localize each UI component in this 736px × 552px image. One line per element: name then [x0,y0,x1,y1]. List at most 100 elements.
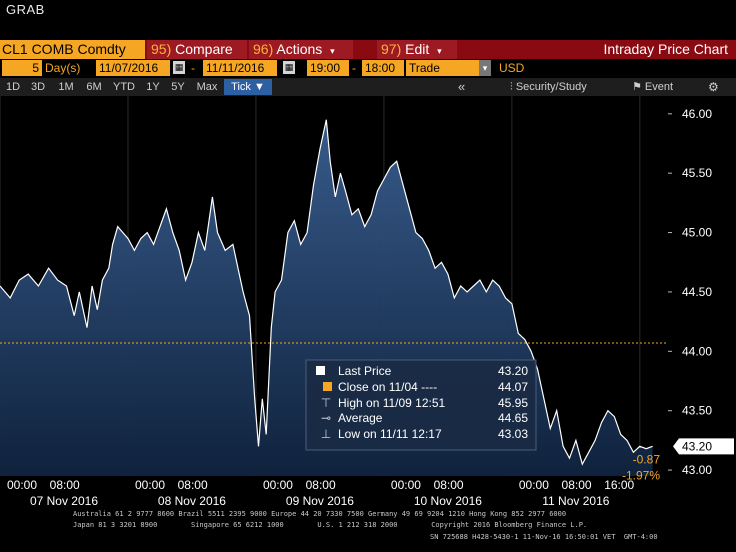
actions-button[interactable]: 96) Actions ▾ [249,40,353,59]
field-select-value: Trade [409,61,440,75]
period-ytd-button[interactable]: YTD [113,81,135,93]
y-tick-label: 45.50 [682,166,712,180]
y-tick-label: 44.50 [682,285,712,299]
footer-line-1: Australia 61 2 9777 8600 Brazil 5511 239… [73,510,567,518]
actions-number: 96) [253,41,274,57]
legend-low-value: 43.03 [498,427,528,441]
collapse-icon[interactable]: « [458,79,466,94]
edit-number: 97) [381,41,402,57]
change-percent: -1.97% [622,468,660,482]
x-time-label: 00:00 [263,478,293,492]
period-5y-button[interactable]: 5Y [171,81,185,93]
end-time-input[interactable]: 18:00 [362,60,404,76]
period-max-button[interactable]: Max [196,81,218,93]
currency-label[interactable]: USD [499,61,525,75]
footer-line-3: SN 725688 H428-5430-1 11-Nov-16 16:50:01… [430,533,658,541]
field-select[interactable]: Trade ▾ [406,60,491,76]
time-separator: - [352,61,356,75]
x-date-label: 11 Nov 2016 [542,494,609,506]
chevron-down-icon: ▾ [437,46,442,56]
price-chart[interactable]: 46.00 45.50 45.00 44.50 44.00 43.50 43.00 00:0… [0,96,736,506]
flag-icon: ⚑ [632,81,645,93]
period-tick-label: Tick [231,81,251,93]
x-time-label: 00:00 [519,478,549,492]
last-price-tag: 43.20 [673,438,734,455]
date-separator: - [191,61,195,75]
x-date-label: 10 Nov 2016 [414,494,482,506]
compare-number: 95) [151,41,172,57]
x-axis: 00:00 08:00 00:00 08:00 00:00 08:00 00:00 08:00… [7,478,635,506]
x-time-label: 16:00 [604,478,634,492]
gear-icon[interactable]: ⚙ [708,80,719,94]
x-date-label: 07 Nov 2016 [30,494,98,506]
actions-label: Actions [276,41,323,57]
footer-line-2: Japan 81 3 3201 8900 Singapore 65 6212 1… [73,521,588,529]
close-swatch [323,382,332,391]
end-date-input[interactable]: 11/11/2016 [203,60,277,76]
calendar-icon[interactable]: ▦ [173,61,185,74]
high-marker-icon: ⊤ [321,396,331,410]
low-marker-icon: ⊥ [321,427,331,441]
calendar-icon[interactable]: ▦ [283,61,295,74]
security-study-button[interactable]: ⫶ Security/Study [510,79,587,95]
change-absolute: -0.87 [633,452,661,466]
security-study-label: Security/Study [515,81,587,93]
period-1m-button[interactable]: 1M [58,81,74,93]
toolbar: CL1 COMB Comdty 95) Compare 96) Actions … [0,40,736,59]
start-time-input[interactable]: 19:00 [307,60,349,76]
event-label: Event [644,81,674,93]
legend-low-label: Low on 11/11 12:17 [338,427,442,441]
last-price-tag-value: 43.20 [682,439,712,453]
period-bar: 1D 3D 1M 6M YTD 1Y 5Y Max Tick ▼ « ⫶ Sec… [0,78,736,96]
x-time-label: 00:00 [7,478,37,492]
period-6m-button[interactable]: 6M [86,81,102,93]
legend-last-price-value: 43.20 [498,364,528,378]
days-count-input[interactable]: 5 [2,60,42,76]
x-time-label: 08:00 [434,478,464,492]
compare-button[interactable]: 95) Compare [147,40,247,59]
x-time-label: 08:00 [306,478,336,492]
chevron-down-icon: ▾ [479,60,491,76]
legend-average-label: Average [338,411,383,425]
legend-close-value: 44.07 [498,380,528,394]
legend-close-label: Close on 11/04 ---- [338,380,437,394]
legend-average-value: 44.65 [498,411,528,425]
x-time-label: 08:00 [50,478,80,492]
x-time-label: 08:00 [178,478,208,492]
period-3d-button[interactable]: 3D [30,81,46,93]
legend-high-label: High on 11/09 12:51 [338,396,446,410]
sliders-icon: ⫶ [510,81,516,93]
period-tick-button[interactable]: Tick ▼ [224,79,272,95]
security-field[interactable]: CL1 COMB Comdty [0,40,145,59]
page-title: Intraday Price Chart [603,41,729,57]
start-date-input[interactable]: 11/07/2016 [96,60,170,76]
y-tick-label: 45.00 [682,226,712,240]
legend-last-price-label: Last Price [338,364,392,378]
days-label: Day(s) [45,61,81,75]
parameter-bar: 5 Day(s) 11/07/2016 ▦ - 11/11/2016 ▦ 19:… [0,59,736,78]
y-tick-label: 44.00 [682,344,712,358]
y-axis: 46.00 45.50 45.00 44.50 44.00 43.50 43.00 [668,107,712,477]
y-tick-label: 46.00 [682,107,712,121]
legend-box[interactable]: Last Price 43.20 Close on 11/04 ---- 44.… [305,359,537,451]
legend-high-value: 45.95 [498,396,528,410]
x-time-label: 00:00 [135,478,165,492]
event-button[interactable]: ⚑ Event [632,79,673,95]
price-line [0,119,653,466]
x-date-label: 09 Nov 2016 [286,494,354,506]
period-1y-button[interactable]: 1Y [146,81,160,93]
y-tick-label: 43.50 [682,404,712,418]
edit-label: Edit [405,41,430,57]
x-time-label: 08:00 [562,478,592,492]
edit-button[interactable]: 97) Edit ▾ [377,40,457,59]
last-price-swatch [316,366,325,375]
app-label: GRAB [6,2,45,17]
y-tick-label: 43.00 [682,463,712,477]
x-date-label: 08 Nov 2016 [158,494,226,506]
chevron-down-icon: ▾ [330,46,335,56]
x-time-label: 00:00 [391,478,421,492]
average-marker-icon: ⊸ [321,411,331,425]
period-1d-button[interactable]: 1D [5,81,21,93]
chevron-down-icon: ▼ [253,81,265,93]
compare-label: Compare [175,41,233,57]
